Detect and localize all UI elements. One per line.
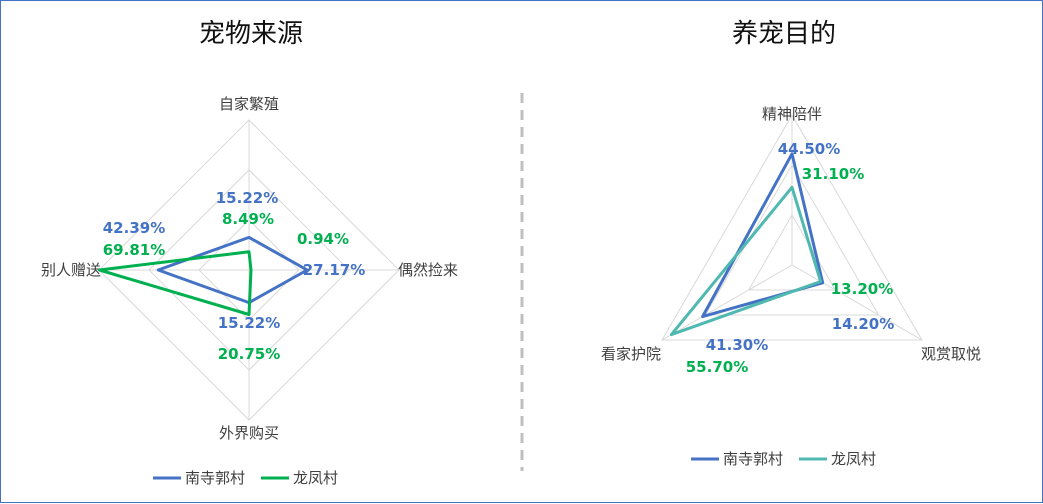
legend-label-left-0: 南寺郭村: [185, 469, 245, 487]
axis-label-left-0: 自家繁殖: [219, 95, 279, 113]
data-label-left-s0-1: 27.17%: [303, 261, 365, 279]
series-line-right-1: [669, 185, 823, 337]
axis-label-right-2: 看家护院: [601, 345, 661, 363]
data-label-right-s1-2: 55.70%: [686, 358, 748, 376]
legend-label-right-0: 南寺郭村: [723, 450, 783, 468]
data-label-right-s0-1: 14.20%: [832, 315, 894, 333]
axis-label-left-3: 别人赠送: [41, 261, 101, 279]
chart-title-left: 宠物来源: [199, 19, 303, 49]
data-label-left-s0-0: 15.22%: [216, 189, 278, 207]
data-label-left-s1-0: 8.49%: [222, 210, 274, 228]
data-label-right-s1-1: 13.20%: [831, 280, 893, 298]
data-label-left-s1-1: 0.94%: [297, 230, 349, 248]
axis-label-left-2: 外界购买: [219, 424, 279, 442]
grid-spoke-right-1: [791, 264, 923, 341]
axis-label-left-1: 偶然捡来: [398, 261, 458, 279]
series-group-left: [97, 235, 309, 316]
data-label-right-s0-2: 41.30%: [706, 336, 768, 354]
axis-label-right-0: 精神陪伴: [762, 105, 822, 123]
series-line-right-0: [701, 152, 825, 319]
legend-label-right-1: 龙凤村: [831, 450, 876, 468]
series-group-right: [669, 152, 825, 337]
data-label-right-s0-0: 44.50%: [778, 140, 840, 158]
data-label-left-s1-3: 69.81%: [103, 241, 165, 259]
data-label-left-s1-2: 20.75%: [218, 345, 280, 363]
data-label-left-s0-3: 42.39%: [103, 219, 165, 237]
grid-ring-right-3: [661, 113, 923, 341]
grid-spoke-right-2: [661, 264, 793, 341]
data-label-left-s0-2: 15.22%: [218, 314, 280, 332]
axis-label-right-1: 观赏取悦: [921, 345, 981, 363]
legend-label-left-1: 龙凤村: [293, 469, 338, 487]
data-label-right-s1-0: 31.10%: [802, 165, 864, 183]
series-line-left-1: [97, 250, 253, 316]
chart-title-right: 养宠目的: [732, 19, 836, 49]
